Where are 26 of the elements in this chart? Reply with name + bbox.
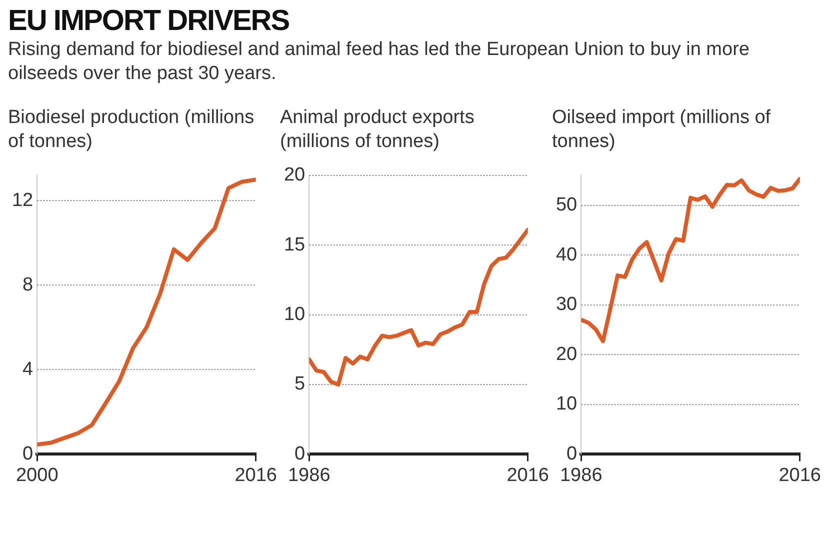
- y-tick-label: 30: [556, 294, 578, 316]
- y-tick-label: 15: [284, 234, 306, 256]
- y-tick-label: 20: [556, 344, 578, 365]
- y-tick-label: 8: [22, 274, 34, 296]
- y-tick-label: 5: [294, 374, 306, 395]
- y-tick-label: 50: [556, 194, 578, 216]
- y-tick-label: 4: [22, 358, 34, 380]
- y-tick-label: 0: [22, 443, 34, 464]
- y-tick-label: 10: [284, 304, 306, 326]
- y-tick-label: 10: [556, 394, 578, 415]
- y-tick-label: 20: [284, 164, 306, 186]
- x-tick-label: 2016: [506, 464, 550, 486]
- x-tick-label: 2016: [234, 464, 278, 486]
- y-tick-label: 12: [12, 190, 34, 211]
- y-axis-title: Oilseed import (millions of tonnes): [552, 106, 772, 154]
- x-tick-label: 2016: [778, 464, 822, 486]
- y-tick-label: 0: [566, 443, 578, 464]
- y-tick-label: 0: [294, 443, 306, 464]
- y-tick-label: 40: [556, 244, 578, 266]
- chart-title: EU IMPORT DRIVERS: [8, 4, 290, 38]
- x-tick-label: 1986: [560, 464, 602, 486]
- y-axis-title: Biodiesel production (millions of tonnes): [8, 106, 256, 154]
- y-axis-title: Animal product exports (millions of tonnes): [280, 106, 476, 154]
- x-tick-label: 1986: [288, 464, 330, 486]
- text: Rising demand for biodiesel and animal feed has led the European Union to buy in more oilseeds over the past 30 years.: [8, 38, 750, 86]
- x-tick-label: 2000: [16, 464, 58, 486]
